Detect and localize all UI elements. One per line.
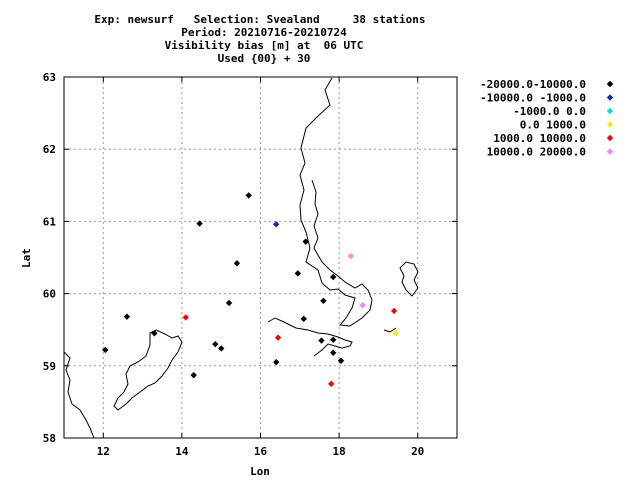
data-point-series-0 <box>151 330 158 337</box>
x-tick-label: 14 <box>175 445 189 458</box>
lake-vanern <box>113 329 183 411</box>
data-point-series-0 <box>196 220 203 227</box>
data-point-series-0 <box>233 260 241 267</box>
y-tick-label: 59 <box>43 360 56 373</box>
title-line-1: Exp: newsurf Selection: Svealand 38 stat… <box>94 13 425 26</box>
data-point-series-5 <box>359 301 366 309</box>
x-tick-label: 20 <box>411 445 424 458</box>
data-point-series-0 <box>245 192 252 199</box>
x-tick-label: 12 <box>97 445 110 458</box>
x-axis-label: Lon <box>250 465 270 478</box>
chart-title: Exp: newsurf Selection: Svealand 38 stat… <box>94 13 425 65</box>
axis-ticks: 12 14 16 18 20 58 59 60 61 62 63 <box>43 71 457 458</box>
legend-entry-label: 10000.0 20000.0 <box>487 146 586 159</box>
data-point-series-0 <box>225 299 233 307</box>
data-point-series-0 <box>318 337 325 344</box>
data-point-series-0 <box>330 336 337 344</box>
data-point-series-0 <box>218 345 225 352</box>
grid <box>64 77 457 438</box>
data-point-series-0 <box>330 349 337 357</box>
data-point-series-0 <box>123 313 131 320</box>
data-point-series-0 <box>294 270 302 277</box>
data-point-series-0 <box>212 340 219 348</box>
legend-marker <box>606 94 614 101</box>
y-tick-label: 60 <box>43 288 56 301</box>
title-line-2: Period: 20210716-20210724 <box>181 26 347 39</box>
y-tick-label: 63 <box>43 71 56 84</box>
islands-east <box>383 327 397 333</box>
title-line-3: Visibility bias [m] at 06 UTC <box>165 39 364 52</box>
data-point-series-0 <box>337 357 345 364</box>
data-point-series-0 <box>300 315 307 323</box>
data-point-series-1 <box>273 221 280 228</box>
legend-entry-label: -10000.0 -1000.0 <box>480 92 586 105</box>
legend-entry-label: -1000.0 0.0 <box>513 105 586 118</box>
x-tick-label: 18 <box>332 445 345 458</box>
legend: -20000.0-10000.0-10000.0 -1000.0-1000.0 … <box>480 78 614 159</box>
title-line-4: Used {00} + 30 <box>218 52 311 65</box>
legend-marker <box>606 107 614 115</box>
y-axis-label: Lat <box>20 248 33 268</box>
x-tick-label: 16 <box>254 445 268 458</box>
data-point-series-0 <box>330 273 337 281</box>
data-point-series-0 <box>102 346 109 354</box>
legend-marker <box>606 121 614 128</box>
data-point-series-4 <box>390 307 398 315</box>
legend-entry-label: 1000.0 10000.0 <box>493 132 586 145</box>
y-tick-label: 61 <box>43 215 57 228</box>
data-point-series-0 <box>273 358 280 366</box>
data-point-series-0 <box>302 238 309 245</box>
data-points <box>102 192 400 388</box>
legend-entry-label: 0.0 1000.0 <box>520 119 586 132</box>
data-point-series-4 <box>328 380 335 388</box>
coastline-map <box>63 77 419 439</box>
data-point-series-4 <box>182 314 190 321</box>
coastline-east <box>299 77 373 327</box>
data-point-series-0 <box>320 297 327 305</box>
data-point-series-4 <box>274 334 282 341</box>
legend-marker <box>606 80 614 88</box>
coastline-south <box>267 317 353 357</box>
y-tick-label: 62 <box>43 143 56 156</box>
data-point-series-0 <box>190 371 197 379</box>
data-point-series-3 <box>392 330 400 337</box>
legend-marker <box>606 134 614 142</box>
data-point-series-5 <box>347 252 355 260</box>
y-tick-label: 58 <box>43 432 56 445</box>
legend-marker <box>606 148 614 155</box>
coastline-west <box>63 351 95 439</box>
legend-entry-label: -20000.0-10000.0 <box>480 78 586 91</box>
aland-islands <box>399 261 419 297</box>
